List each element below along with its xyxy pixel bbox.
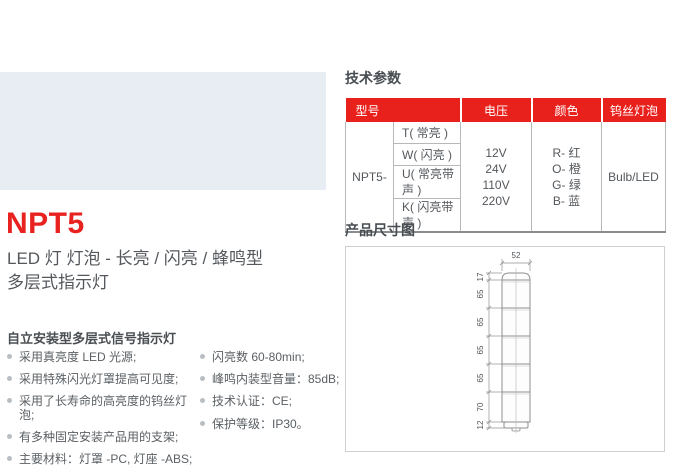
cell-type: K( 闪亮带声 ) [392,198,462,233]
voltage-option: 220V [482,193,511,208]
table-row: W( 闪亮 ) [346,143,666,166]
dim-label-70: 70 [476,402,485,411]
cell-voltages: 12V 24V 110V 220V [460,122,533,233]
feature-heading: 自立安装型多层式信号指示灯 [7,331,177,346]
color-option: O- 橙 [552,161,581,176]
side-dimension-lines [486,270,504,431]
header-voltage: 电压 [459,98,532,122]
feature-item: 采用真亮度 LED 光源; [7,350,200,364]
dim-label-65b: 65 [476,317,485,326]
header-model: 型号 [345,98,461,122]
dim-label-65a: 65 [476,289,485,298]
feature-item: 采用特殊闪光灯罩提高可见度; [7,372,200,386]
dim-label-65c: 65 [476,345,485,354]
voltage-option: 12V [485,145,507,160]
dim-label-17: 17 [476,272,485,281]
color-option: R- 红 [552,145,581,160]
dim-label-width: 52 [512,251,521,260]
feature-list-left: 采用真亮度 LED 光源; 采用特殊闪光灯罩提高可见度; 采用了长寿命的高亮度的… [7,350,200,475]
table-header-row: 型号 电压 颜色 钨丝灯泡 [345,98,666,122]
dimension-drawing: 52 17 65 65 65 65 70 12 [476,251,533,433]
header-color: 颜色 [530,98,602,122]
product-subtitle-line1: LED 灯 灯泡 - 长亮 / 闪亮 / 蜂鸣型 [7,249,263,268]
feature-item: 有多种固定安装产品用的支架; [7,430,200,444]
cell-type: W( 闪亮 ) [392,143,462,166]
feature-item: 峰鸣内装型音量：85dB; [200,372,345,386]
top-dimension-lines [499,259,533,271]
cell-model-prefix: NPT5- [345,122,394,233]
cell-bulb: Bulb/LED [601,122,667,233]
table-row: U( 常亮带声 ) [346,165,666,199]
tech-params-title: 技术参数 [345,70,401,86]
feature-list: 采用真亮度 LED 光源; 采用特殊闪光灯罩提高可见度; 采用了长寿命的高亮度的… [7,350,345,475]
product-subtitle-line2: 多层式指示灯 [7,273,109,293]
cell-type: U( 常亮带声 ) [392,165,462,199]
feature-list-right: 闪亮数 60-80min; 峰鸣内装型音量：85dB; 技术认证：CE; 保护等… [200,350,345,475]
dim-label-65d: 65 [476,373,485,382]
color-option: B- 蓝 [552,193,581,208]
voltage-option: 24V [485,161,507,176]
color-option: G- 绿 [552,177,581,192]
table-row: K( 闪亮带声 ) [346,198,666,233]
header-bulb: 钨丝灯泡 [600,98,666,122]
tower-group [0,0,326,200]
product-model-title: NPT5 [6,207,85,240]
dim-label-12: 12 [476,420,485,429]
tech-params-table: 型号 电压 颜色 钨丝灯泡 NPT5- T( 常亮 ) 12V 24V 110V… [345,98,667,233]
feature-item: 保护等级：IP30。 [200,417,345,431]
dimension-section-title: 产品尺寸图 [345,222,415,238]
feature-item: 采用了长寿命的高亮度的钨丝灯泡; [7,395,200,421]
cell-colors: R- 红 O- 橙 G- 绿 B- 蓝 [531,122,603,233]
cell-type: T( 常亮 ) [392,122,462,144]
feature-item: 闪亮数 60-80min; [200,350,345,364]
dimension-diagram-box: 52 17 65 65 65 65 70 12 [345,246,665,452]
feature-item: 技术认证：CE; [200,395,345,408]
product-subtitle: LED 灯 灯泡 - 长亮 / 闪亮 / 蜂鸣型 多层式指示灯 [7,247,263,295]
feature-item: 主要材料：灯罩 -PC, 灯座 -ABS; [7,452,200,466]
table-row: NPT5- T( 常亮 ) 12V 24V 110V 220V R- 红 O- … [345,122,667,233]
photo-background-band [0,72,326,190]
voltage-option: 110V [482,177,510,192]
